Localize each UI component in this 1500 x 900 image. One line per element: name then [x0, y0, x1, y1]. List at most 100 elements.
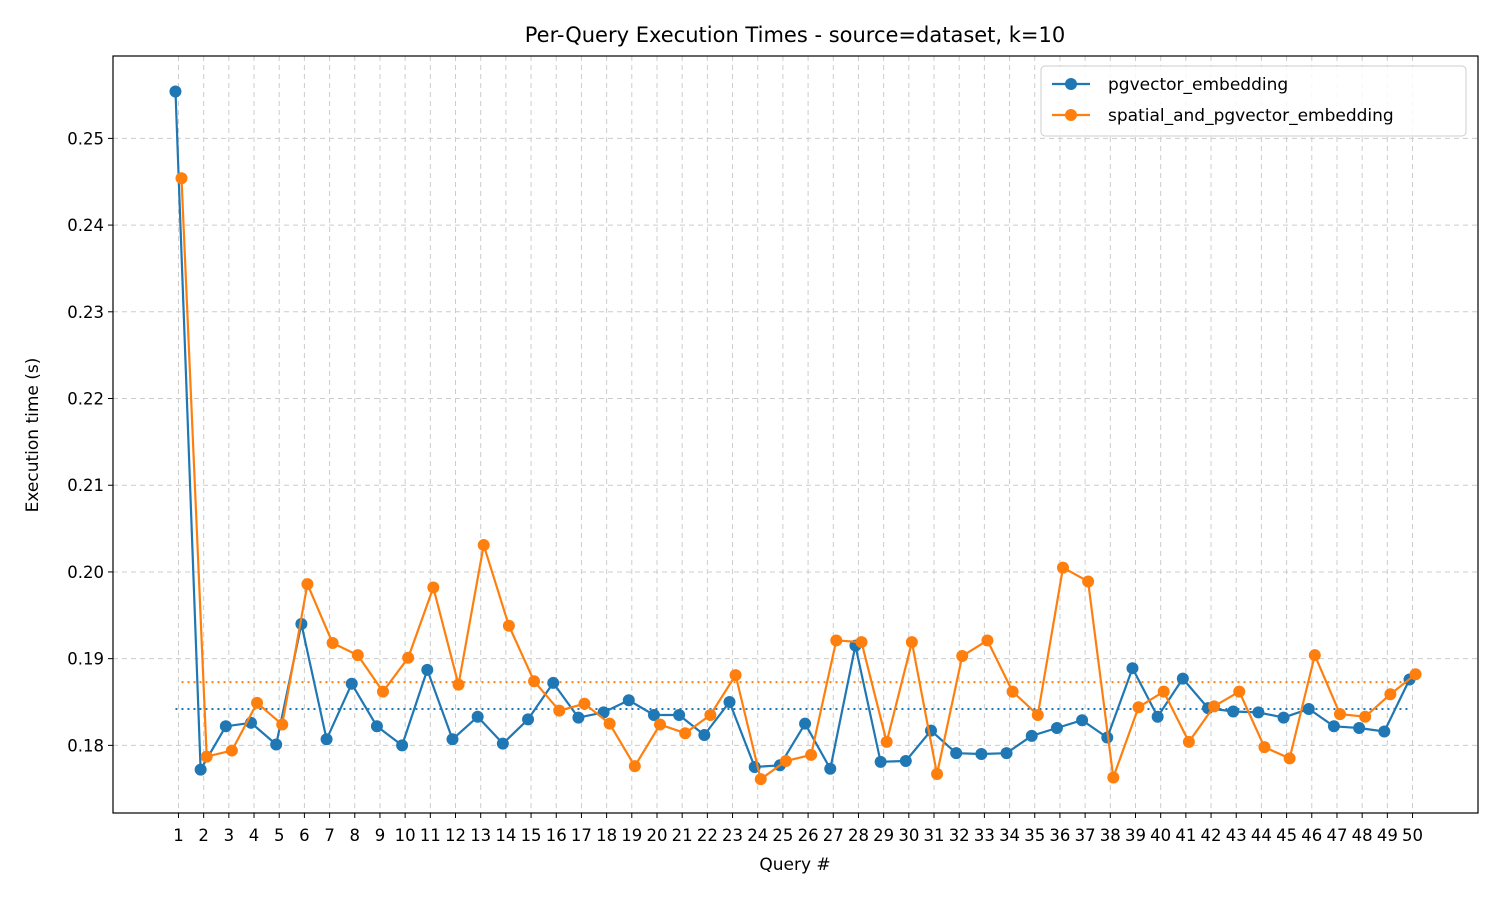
x-tick-label: 32 [949, 826, 970, 845]
data-point-pgvector [1378, 725, 1391, 738]
x-tick-label: 8 [350, 826, 361, 845]
x-tick-label: 4 [249, 826, 260, 845]
x-tick-label: 13 [470, 826, 491, 845]
data-point-spatial [905, 636, 918, 649]
x-tick-label: 42 [1201, 826, 1222, 845]
legend-label-pgvector: pgvector_embedding [1108, 75, 1288, 95]
data-point-pgvector [1050, 722, 1063, 735]
x-tick-label: 9 [375, 826, 386, 845]
data-point-spatial [830, 634, 843, 647]
data-point-pgvector [522, 713, 535, 726]
x-tick-label: 18 [596, 826, 617, 845]
x-tick-label: 48 [1352, 826, 1373, 845]
x-tick-label: 31 [924, 826, 945, 845]
data-point-pgvector [698, 728, 711, 741]
x-tick-label: 47 [1326, 826, 1347, 845]
x-tick-label: 44 [1251, 826, 1272, 845]
x-tick-label: 30 [898, 826, 919, 845]
x-tick-label: 21 [672, 826, 693, 845]
data-point-spatial [1107, 771, 1120, 784]
data-point-pgvector [975, 748, 988, 761]
data-point-pgvector [320, 733, 333, 746]
x-tick-label: 28 [848, 826, 869, 845]
x-tick-label: 1 [173, 826, 184, 845]
y-tick-label: 0.19 [67, 650, 104, 669]
data-point-pgvector [1302, 702, 1315, 715]
series-line-spatial [180, 178, 1417, 781]
legend-marker-pgvector [1065, 78, 1077, 90]
data-point-pgvector [547, 676, 560, 689]
x-tick-label: 25 [772, 826, 793, 845]
data-point-pgvector [219, 720, 232, 733]
x-tick-label: 35 [1024, 826, 1045, 845]
data-point-spatial [1132, 701, 1145, 714]
data-point-spatial [880, 735, 893, 748]
data-point-spatial [1233, 685, 1246, 698]
data-point-spatial [1409, 668, 1422, 681]
x-tick-label: 38 [1100, 826, 1121, 845]
x-tick-label: 27 [823, 826, 844, 845]
data-point-pgvector [295, 617, 308, 630]
data-point-spatial [754, 773, 767, 786]
data-point-spatial [654, 718, 667, 731]
y-tick-label: 0.20 [67, 563, 104, 582]
data-point-spatial [578, 697, 591, 710]
data-point-spatial [225, 744, 238, 757]
x-tick-label: 34 [999, 826, 1020, 845]
x-tick-label: 33 [974, 826, 995, 845]
data-point-pgvector [824, 762, 837, 775]
data-point-spatial [301, 578, 314, 591]
x-tick-label: 46 [1301, 826, 1322, 845]
data-point-spatial [704, 709, 717, 722]
data-point-spatial [477, 539, 490, 552]
series-layer [169, 85, 1422, 786]
y-tick-label: 0.21 [67, 476, 104, 495]
y-tick-label: 0.23 [67, 303, 104, 322]
y-tick-label: 0.24 [67, 216, 104, 235]
data-point-pgvector [1076, 714, 1089, 727]
x-tick-label: 43 [1226, 826, 1247, 845]
data-point-spatial [1359, 710, 1372, 723]
x-tick-label: 26 [798, 826, 819, 845]
data-point-spatial [1308, 649, 1321, 662]
x-tick-label: 10 [395, 826, 416, 845]
data-point-pgvector [924, 724, 937, 737]
legend-label-spatial: spatial_and_pgvector_embedding [1108, 106, 1394, 126]
data-point-pgvector [647, 709, 660, 722]
data-point-spatial [276, 718, 289, 731]
data-point-spatial [628, 760, 641, 773]
data-point-pgvector [446, 733, 459, 746]
legend-box [1040, 65, 1467, 137]
data-point-pgvector [673, 709, 686, 722]
data-point-spatial [1258, 741, 1271, 754]
data-point-spatial [427, 581, 440, 594]
y-tick-label: 0.25 [67, 129, 104, 148]
y-axis-label: Execution time (s) [23, 358, 43, 513]
data-point-spatial [1208, 700, 1221, 713]
x-axis-ticks: 1 2 3 4 5 6 7 8 9 10 11 12 13 14 15 16 17 18 19 20 21 22 23 24 2… [173, 813, 1423, 845]
data-point-pgvector [1227, 705, 1240, 718]
data-point-pgvector [1000, 747, 1013, 760]
data-point-spatial [805, 748, 818, 761]
data-point-spatial [452, 678, 465, 691]
plot-frame [112, 55, 1479, 814]
data-point-spatial [1182, 735, 1195, 748]
data-point-pgvector [1176, 672, 1189, 685]
x-axis-label: Query # [759, 855, 830, 875]
data-point-spatial [1006, 685, 1019, 698]
data-point-spatial [1384, 688, 1397, 701]
data-point-spatial [679, 727, 692, 740]
data-point-spatial [528, 675, 541, 688]
data-point-pgvector [370, 720, 383, 733]
data-point-pgvector [799, 717, 812, 730]
data-point-spatial [553, 704, 566, 717]
data-point-spatial [1056, 561, 1069, 574]
data-point-spatial [326, 637, 339, 650]
x-tick-label: 37 [1075, 826, 1096, 845]
x-tick-label: 23 [722, 826, 743, 845]
data-point-spatial [855, 636, 868, 649]
data-point-pgvector [345, 677, 358, 690]
data-point-pgvector [1151, 710, 1164, 723]
